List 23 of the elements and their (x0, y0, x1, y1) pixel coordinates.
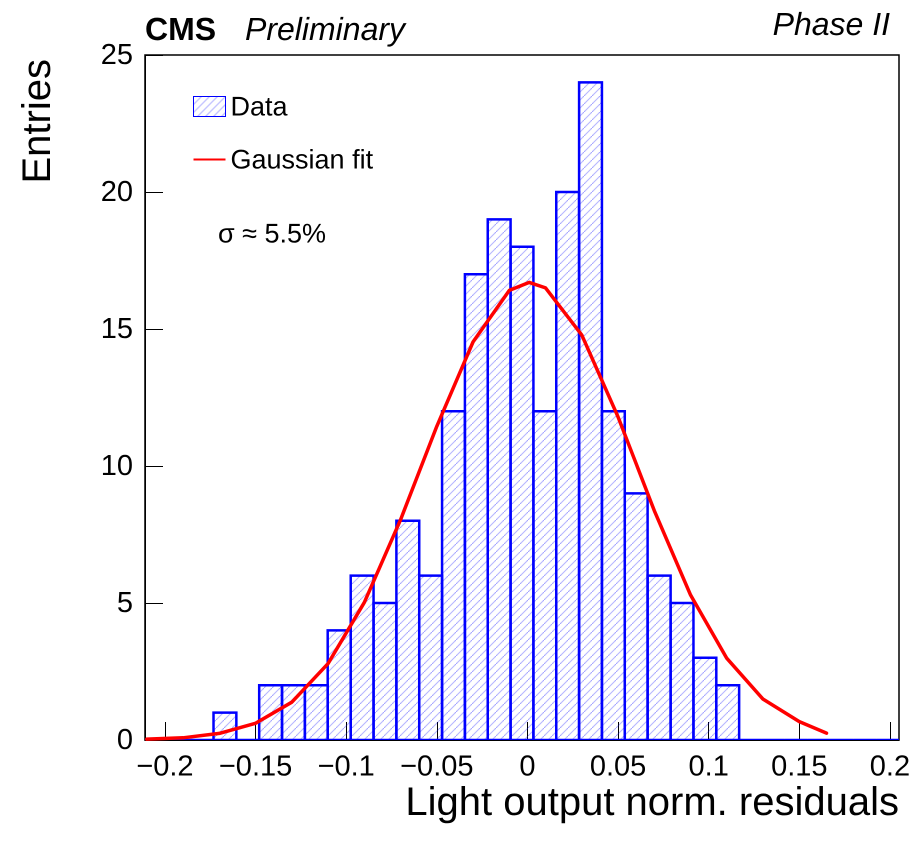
x-tick-label: 0.1 (688, 750, 729, 782)
y-axis-title: Entries (15, 59, 59, 184)
x-tick-label: −0.15 (218, 750, 292, 782)
y-tick-label: 15 (100, 313, 133, 345)
x-tick-label: 0.05 (590, 750, 646, 782)
annotation: σ ≈ 5.5% (218, 218, 326, 248)
legend-label: Gaussian fit (230, 144, 374, 174)
x-tick-label: 0 (519, 750, 536, 782)
x-axis-title: Light output norm. residuals (405, 780, 899, 824)
y-tick-label: 20 (100, 176, 133, 208)
y-tick-label: 0 (116, 724, 133, 756)
x-tick-label: 0.15 (771, 750, 828, 782)
chart-title: CMS (145, 11, 216, 47)
y-tick-label: 5 (116, 587, 133, 619)
x-tick-label: −0.05 (400, 750, 474, 782)
text: Phase II (772, 6, 890, 42)
legend-label: Data (230, 92, 289, 122)
chart-subtitle: Preliminary (245, 11, 408, 47)
y-tick-label: 10 (100, 450, 133, 482)
x-tick-label: −0.1 (318, 750, 375, 782)
x-tick-label: −0.2 (136, 750, 194, 782)
y-tick-label: 25 (100, 39, 133, 71)
x-tick-label: 0.2 (870, 750, 910, 782)
